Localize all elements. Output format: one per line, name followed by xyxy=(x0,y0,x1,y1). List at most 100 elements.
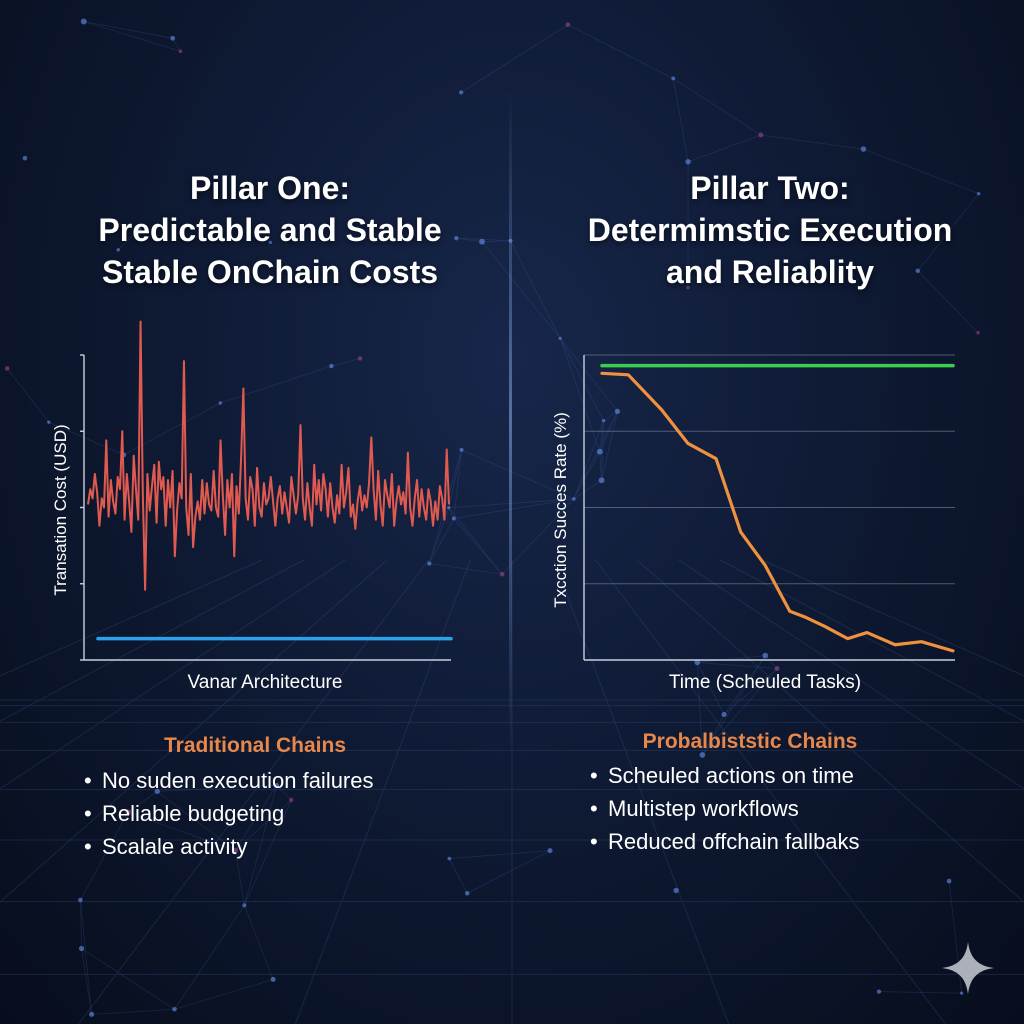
network-node xyxy=(699,752,706,758)
transaction-cost-chart-svg: Vanar Architecture Transation Cost (USD) xyxy=(51,320,453,693)
perspective-line xyxy=(761,559,1024,677)
network-link xyxy=(917,193,979,272)
network-node xyxy=(137,227,142,232)
network-link xyxy=(481,241,561,339)
network-node xyxy=(946,878,952,884)
network-node xyxy=(270,976,276,982)
network-node xyxy=(499,571,505,577)
network-link xyxy=(331,358,361,367)
network-node xyxy=(596,448,603,455)
network-node xyxy=(685,159,691,165)
network-node xyxy=(598,477,605,484)
network-link xyxy=(456,237,483,243)
network-node xyxy=(451,516,456,521)
network-link xyxy=(244,905,274,980)
perspective-line xyxy=(720,559,1024,722)
network-link xyxy=(453,518,503,575)
network-link xyxy=(501,498,575,575)
gridlines xyxy=(584,354,955,585)
network-node xyxy=(774,665,780,671)
network-link xyxy=(696,662,725,715)
network-link xyxy=(80,899,92,1015)
network-link xyxy=(878,991,962,994)
network-link xyxy=(559,338,601,452)
perspective-line xyxy=(0,559,263,677)
traditional-chains-heading: Traditional Chains xyxy=(163,734,347,757)
network-link xyxy=(83,21,181,52)
network-node xyxy=(329,363,334,369)
title-line: Pillar One: xyxy=(189,170,351,206)
network-node xyxy=(447,856,452,861)
x-axis-label: Time (Scheuled Tasks) xyxy=(669,672,861,693)
network-node xyxy=(357,356,363,361)
network-link xyxy=(723,655,766,715)
transaction-cost-series-line xyxy=(87,320,450,591)
network-node xyxy=(178,49,183,54)
list-item: Scheuled actions on time xyxy=(590,759,860,792)
pillar-two-title: Pillar Two: Determimstic Execution and R… xyxy=(530,167,1010,293)
network-node xyxy=(78,945,85,952)
network-node xyxy=(694,659,701,666)
network-link xyxy=(449,858,468,894)
network-link xyxy=(765,655,778,669)
title-line: and Reliablity xyxy=(665,254,875,290)
list-item: Reliable budgeting xyxy=(84,797,374,830)
network-node xyxy=(454,235,459,241)
title-line: Stable OnChain Costs xyxy=(101,254,439,290)
network-link xyxy=(760,134,864,150)
network-node xyxy=(447,505,451,510)
network-link xyxy=(687,134,762,163)
list-item: Scalale activity xyxy=(84,830,374,863)
network-link xyxy=(461,449,575,500)
pillar-two-benefits-list: Scheuled actions on time Multistep workf… xyxy=(590,759,860,858)
network-node xyxy=(427,561,432,566)
network-link xyxy=(601,420,604,481)
network-link xyxy=(467,850,551,894)
network-node xyxy=(78,897,83,903)
network-link xyxy=(448,449,462,508)
network-node xyxy=(268,240,273,245)
network-node xyxy=(976,191,981,196)
network-link xyxy=(220,365,332,404)
network-node xyxy=(686,285,690,290)
network-link xyxy=(481,240,511,243)
y-axis-label: Txcction Succes Rate (%) xyxy=(551,412,570,608)
network-link xyxy=(559,338,618,412)
pillar-one-title: Pillar One: Predictable and Stable Stabl… xyxy=(30,167,510,293)
network-link xyxy=(599,420,604,452)
center-divider xyxy=(509,90,512,750)
perspective-line xyxy=(678,559,1024,790)
network-link xyxy=(672,78,689,162)
network-node xyxy=(860,146,867,152)
network-node xyxy=(242,903,247,908)
network-node xyxy=(601,418,606,423)
network-link xyxy=(91,1008,175,1015)
network-node xyxy=(4,366,10,371)
transaction-cost-chart: Vanar Architecture Transation Cost (USD) xyxy=(40,320,470,705)
network-link xyxy=(81,948,92,1015)
network-link xyxy=(573,451,601,500)
network-node xyxy=(459,90,464,95)
network-link xyxy=(573,411,618,500)
x-axis-label: Vanar Architecture xyxy=(188,672,343,693)
axes xyxy=(583,355,955,661)
network-link xyxy=(559,338,604,421)
network-node xyxy=(172,1007,177,1012)
axes xyxy=(80,354,451,661)
title-line: Pillar Two: xyxy=(690,170,850,206)
network-link xyxy=(448,507,455,519)
network-node xyxy=(565,22,571,28)
network-node xyxy=(614,408,621,414)
success-rate-chart: Time (Scheuled Tasks) Txcction Succes Rat… xyxy=(540,345,970,705)
network-link xyxy=(863,148,979,195)
network-link xyxy=(428,507,450,564)
list-item: Reduced offchain fallbaks xyxy=(590,825,860,858)
network-link xyxy=(172,38,181,52)
network-link xyxy=(453,449,462,519)
network-link xyxy=(697,655,766,663)
network-node xyxy=(22,155,28,161)
network-node xyxy=(572,497,576,501)
network-link xyxy=(174,905,245,1010)
network-nodes xyxy=(4,18,981,1017)
perspective-line xyxy=(636,559,1024,903)
